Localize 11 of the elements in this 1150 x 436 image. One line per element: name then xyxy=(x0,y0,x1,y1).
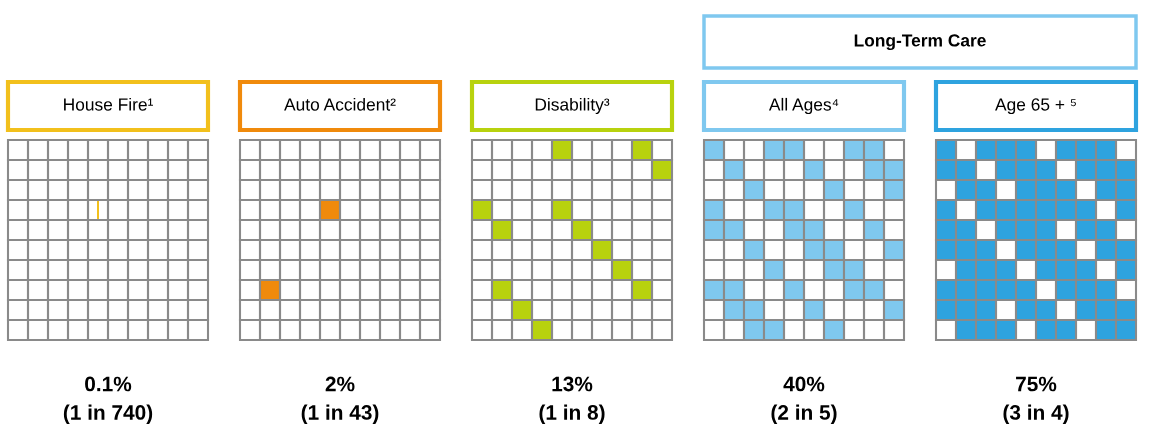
category-label: Auto Accident² xyxy=(284,97,396,111)
text: Long-Term Care xyxy=(854,34,986,51)
category-label: House Fire¹ xyxy=(64,97,153,111)
data-label: 40% (2 in 5) xyxy=(771,376,837,424)
category-label: All Ages⁴ xyxy=(768,97,839,115)
data-label: 0.1% (1 in 740) xyxy=(63,376,153,424)
data-label: 75% (3 in 4) xyxy=(1003,376,1069,424)
data-label: 13% (1 in 8) xyxy=(539,376,605,424)
data-label: 2% (1 in 43) xyxy=(301,376,379,424)
category-label: Age 65 + ⁵ xyxy=(995,98,1076,115)
category-label: Disability³ xyxy=(535,97,610,115)
